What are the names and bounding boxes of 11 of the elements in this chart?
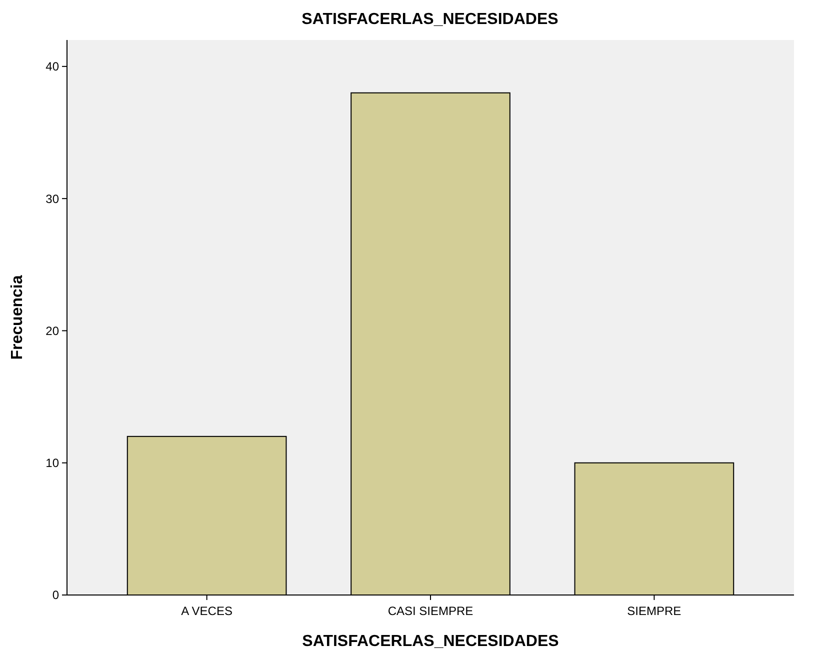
x-tick-label: A VECES: [181, 604, 232, 618]
x-tick-label: CASI SIEMPRE: [388, 604, 474, 618]
y-tick-label: 10: [46, 456, 60, 470]
y-tick-label: 40: [46, 60, 60, 74]
y-tick-label: 20: [46, 324, 60, 338]
y-tick-label: 0: [52, 588, 60, 602]
y-tick-label: 30: [46, 192, 60, 206]
x-axis-title: SATISFACERLAS_NECESIDADES: [302, 633, 560, 650]
chart-title: SATISFACERLAS_NECESIDADES: [302, 11, 559, 28]
y-axis-title: Frecuencia: [9, 275, 26, 360]
x-tick-label: SIEMPRE: [627, 604, 682, 618]
